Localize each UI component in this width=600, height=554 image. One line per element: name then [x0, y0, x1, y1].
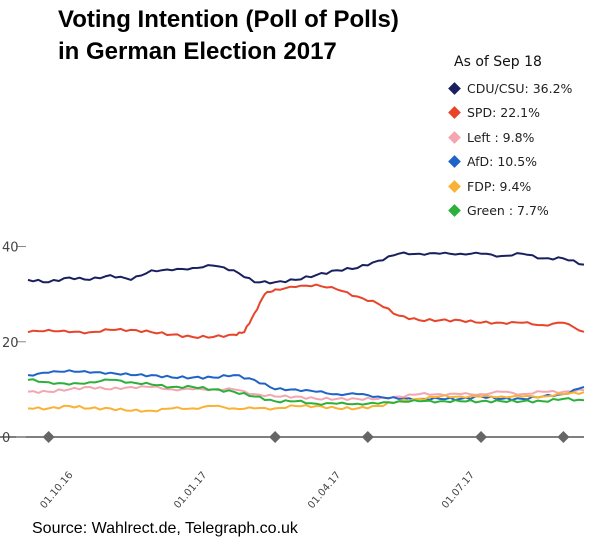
legend-label-cdu-csu: CDU/CSU: 36.2%	[467, 80, 573, 96]
legend-marker-left	[448, 130, 461, 144]
legend-label-green: Green : 7.7%	[467, 203, 549, 219]
legend-item-cdu-csu: CDU/CSU: 36.2%	[446, 76, 596, 101]
legend-label-left: Left : 9.8%	[467, 129, 535, 145]
series-line-afd	[27, 369, 585, 402]
series-line-left	[27, 385, 585, 402]
legend-item-afd: AfD: 10.5%	[446, 150, 596, 175]
event-marker-3	[361, 431, 374, 443]
y-tick-label-0: 0	[2, 431, 10, 446]
legend-marker-green	[448, 204, 461, 218]
event-marker-5	[557, 431, 570, 443]
series-line-spd	[27, 283, 585, 339]
legend-item-left: Left : 9.8%	[446, 125, 596, 150]
event-marker-2	[269, 431, 282, 443]
x-tick-label-2: 01.01.17	[172, 470, 209, 511]
legend-item-green: Green : 7.7%	[446, 199, 596, 224]
legend-marker-fdp	[448, 179, 461, 193]
chart-title: Voting Intention (Poll of Polls) in Germ…	[58, 4, 438, 68]
legend-marker-cdu-csu	[448, 81, 461, 95]
legend-label-fdp: FDP: 9.4%	[467, 178, 532, 194]
legend-marker-afd	[448, 155, 461, 169]
source-note: Source: Wahlrect.de, Telegraph.co.uk	[32, 520, 298, 537]
legend-label-afd: AfD: 10.5%	[467, 154, 538, 170]
legend-title: As of Sep 18	[454, 54, 542, 70]
x-tick-label-3: 01.04.17	[306, 470, 343, 511]
event-marker-4	[475, 431, 488, 443]
legend-marker-spd	[448, 106, 461, 120]
chart-title-line-2: in German Election 2017	[58, 38, 337, 65]
series-line-fdp	[27, 391, 585, 413]
x-tick-label-1: 01.10.16	[38, 470, 75, 511]
legend-item-spd: SPD: 22.1%	[446, 101, 596, 126]
series-line-cdu-csu	[27, 251, 585, 285]
legend-item-fdp: FDP: 9.4%	[446, 174, 596, 199]
series-line-green	[27, 378, 585, 406]
legend-label-spd: SPD: 22.1%	[467, 105, 540, 121]
y-tick-label-40: 40	[2, 241, 19, 256]
chart-title-line-1: Voting Intention (Poll of Polls)	[58, 6, 399, 33]
y-tick-label-20: 20	[2, 336, 19, 351]
event-marker-1	[42, 431, 55, 443]
legend: As of Sep 18 CDU/CSU: 36.2% SPD: 22.1% L…	[446, 54, 596, 223]
x-tick-label-4: 01.07.17	[440, 470, 477, 511]
